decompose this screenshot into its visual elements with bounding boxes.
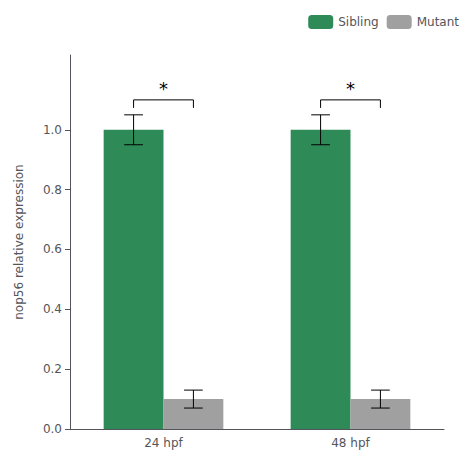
svg-text:24 hpf: 24 hpf xyxy=(144,436,183,450)
svg-text:*: * xyxy=(346,78,355,99)
svg-text:0.2: 0.2 xyxy=(43,362,62,376)
svg-text:48 hpf: 48 hpf xyxy=(331,436,370,450)
svg-text:Sibling: Sibling xyxy=(338,15,378,29)
svg-text:*: * xyxy=(159,78,168,99)
svg-text:0.6: 0.6 xyxy=(43,242,62,256)
svg-text:0.4: 0.4 xyxy=(43,302,62,316)
svg-text:Mutant: Mutant xyxy=(417,15,460,29)
svg-text:0.0: 0.0 xyxy=(43,422,62,436)
svg-text:0.8: 0.8 xyxy=(43,183,62,197)
svg-text:1.0: 1.0 xyxy=(43,123,62,137)
svg-text:nop56 relative expression: nop56 relative expression xyxy=(12,164,26,319)
